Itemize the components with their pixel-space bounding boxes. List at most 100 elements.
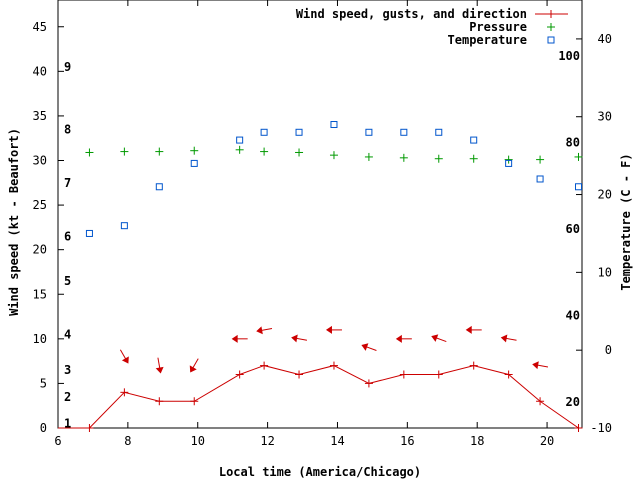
x-tick-label: 12	[260, 434, 274, 448]
y2-tick-label: 30	[598, 110, 612, 124]
wind-speed-point	[329, 361, 338, 370]
temperature-point	[236, 136, 244, 144]
wind-speed-point	[536, 397, 545, 406]
pressure-point	[574, 152, 583, 161]
pressure-point	[235, 145, 244, 154]
wind-speed-point	[364, 379, 373, 388]
beaufort-label: 4	[64, 327, 71, 341]
legend: Wind speed, gusts, and direction Pressur…	[296, 7, 568, 47]
wind-direction-arrow	[291, 334, 308, 343]
axis-labels: 6 8 10 12 14 16 18 20051015202530354045-1001020…	[33, 20, 612, 448]
y2-tick-label: -10	[590, 421, 612, 435]
pressure-point	[120, 147, 129, 156]
axes-ticks	[57, 0, 582, 429]
fahrenheit-label: 100	[558, 49, 580, 63]
x-tick-label: 16	[400, 434, 414, 448]
fahrenheit-label: 80	[566, 136, 580, 150]
beaufort-label: 5	[64, 274, 71, 288]
y-tick-label: 25	[33, 198, 47, 212]
wind-direction-arrow	[500, 334, 517, 343]
x-tick-label: 6	[54, 434, 61, 448]
wind-speed-line	[58, 365, 579, 429]
beaufort-label: 6	[64, 229, 71, 243]
temperature-point	[365, 128, 373, 136]
temperature-point	[470, 136, 478, 144]
y-tick-label: 30	[33, 154, 47, 168]
wind-speed-point	[434, 370, 443, 379]
y-tick-label: 20	[33, 243, 47, 257]
temperature-point	[155, 183, 163, 191]
wind-direction-arrow	[189, 358, 199, 373]
y-tick-label: 40	[33, 64, 47, 78]
wind-speed-point	[504, 370, 513, 379]
pressure-point	[469, 154, 478, 163]
wind-speed-point	[295, 370, 304, 379]
temperature-point	[120, 222, 128, 230]
temperature-point	[505, 159, 513, 167]
wind-direction-arrow	[431, 334, 447, 343]
temperature-point	[295, 128, 303, 136]
x-tick-label: 18	[470, 434, 484, 448]
temperature-point	[435, 128, 443, 136]
legend-wind-label: Wind speed, gusts, and direction	[296, 7, 527, 21]
beaufort-label: 8	[64, 122, 71, 136]
y2-tick-label: 10	[598, 265, 612, 279]
x-axis-title: Local time (America/Chicago)	[219, 465, 421, 479]
beaufort-label: 2	[64, 390, 71, 404]
pressure-point	[295, 148, 304, 157]
fahrenheit-label: 40	[566, 309, 580, 323]
temperature-point	[400, 128, 408, 136]
fahrenheit-label: 60	[566, 222, 580, 236]
pressure-point	[85, 148, 94, 157]
wind-speed-point	[85, 424, 94, 432]
beaufort-label: 1	[64, 417, 71, 431]
wind-direction-arrow	[325, 325, 342, 334]
pressure-point	[536, 155, 545, 164]
beaufort-label: 9	[64, 60, 71, 74]
wind-speed-point	[260, 361, 269, 370]
y-tick-label: 5	[40, 376, 47, 390]
x-tick-label: 10	[191, 434, 205, 448]
wind-speed-point	[235, 370, 244, 379]
wind-direction-arrow	[395, 334, 412, 343]
wind-speed-point	[469, 361, 478, 370]
y-tick-label: 10	[33, 332, 47, 346]
wind-direction-arrow	[532, 361, 549, 370]
temperature-point	[575, 183, 583, 191]
wind-direction-arrow	[361, 343, 377, 351]
legend-temperature-marker	[547, 36, 555, 44]
y-tick-label: 15	[33, 287, 47, 301]
pressure-point	[399, 153, 408, 162]
beaufort-label: 3	[64, 363, 71, 377]
temperature-point	[85, 229, 93, 237]
wind-direction-arrow	[256, 326, 273, 335]
y2-tick-label: 0	[605, 343, 612, 357]
y2-axis-title: Temperature (C - F)	[619, 153, 633, 290]
legend-pressure-label: Pressure	[469, 20, 527, 34]
y-tick-label: 45	[33, 20, 47, 34]
wind-speed-point	[155, 397, 164, 406]
pressure-point	[155, 147, 164, 156]
temperature-point	[330, 121, 338, 129]
x-tick-label: 20	[540, 434, 554, 448]
wind-speed-point	[190, 397, 199, 406]
plot-frame	[57, 0, 583, 429]
y-tick-label: 35	[33, 109, 47, 123]
wind-direction-arrow	[465, 325, 482, 334]
pressure-point	[329, 151, 338, 160]
temperature-point	[260, 128, 268, 136]
wind-direction-arrow	[231, 334, 248, 343]
wind-speed-point	[574, 424, 583, 432]
temperature-point	[536, 175, 544, 183]
legend-temperature-label: Temperature	[448, 33, 527, 47]
pressure-point	[434, 154, 443, 163]
wind-direction-arrow	[119, 349, 129, 364]
wind-speed-point	[120, 388, 129, 397]
y2-tick-label: 20	[598, 188, 612, 202]
x-tick-label: 14	[330, 434, 344, 448]
y-tick-label: 0	[40, 421, 47, 435]
x-tick-label: 8	[124, 434, 131, 448]
legend-pressure-marker	[547, 23, 555, 31]
wind-direction-arrow	[155, 357, 164, 374]
